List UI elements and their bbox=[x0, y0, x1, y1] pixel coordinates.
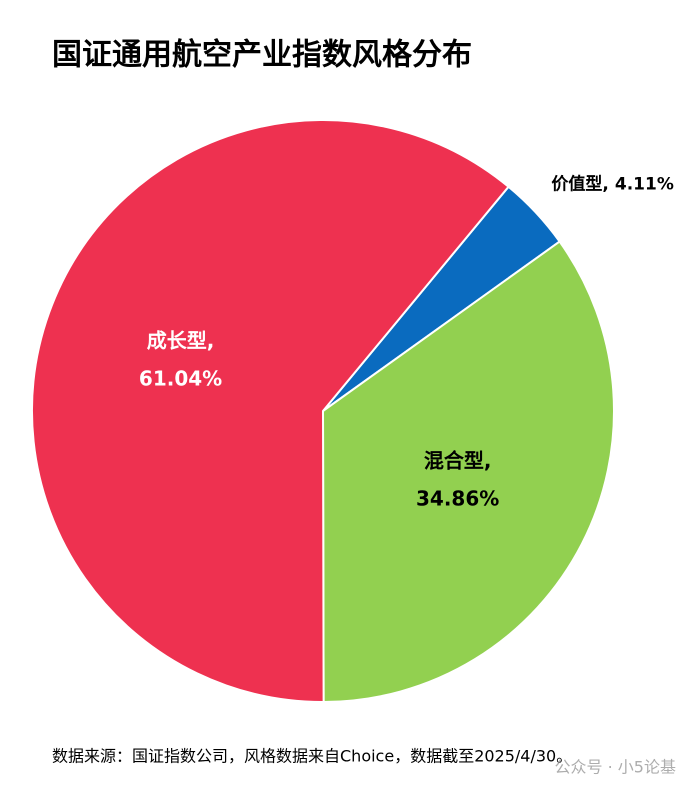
category-label: 成长型, bbox=[147, 328, 215, 352]
data-label: 价值型, 4.11% bbox=[551, 174, 673, 195]
pie-slice bbox=[321, 240, 615, 704]
pie-slice bbox=[31, 119, 510, 703]
value-label: 61.04% bbox=[139, 366, 222, 390]
value-label: 34.86% bbox=[416, 487, 499, 511]
source-note: 数据来源：国证指数公司，风格数据来自Choice，数据截至2025/4/30。 bbox=[52, 747, 572, 766]
category-label: 混合型, bbox=[424, 449, 492, 473]
value-label: 4.11% bbox=[615, 175, 674, 195]
category-label: 价值型, bbox=[551, 174, 608, 195]
chart-title: 国证通用航空产业指数风格分布 bbox=[52, 38, 472, 73]
watermark: 公众号 · 小5论基 bbox=[555, 758, 676, 777]
